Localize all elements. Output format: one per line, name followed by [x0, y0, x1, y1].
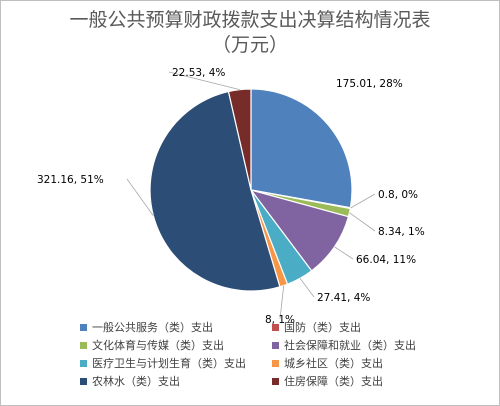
data-label-0: 175.01, 28% [336, 78, 403, 90]
legend-label-3: 社会保障和就业（类）支出 [284, 339, 416, 352]
chart-legend: 一般公共服务（类）支出 国防（类）支出文化体育与传媒（类）支出 社会保障和就业（类）… [80, 319, 480, 389]
legend-swatch-6 [80, 377, 87, 385]
leader-line-2 [349, 212, 376, 232]
legend-item-3: 社会保障和就业（类）支出 [272, 337, 472, 353]
legend-label-5: 城乡社区（类）支出 [284, 357, 383, 370]
legend-label-0: 一般公共服务（类）支出 [92, 321, 213, 334]
legend-item-4: 医疗卫生与计划生育（类）支出 [80, 355, 272, 371]
legend-label-6: 农林水（类）支出 [92, 375, 180, 388]
legend-swatch-2 [80, 341, 87, 349]
legend-item-5: 城乡社区（类）支出 [272, 355, 472, 371]
leader-line-1 [350, 193, 376, 209]
data-label-4: 27.41, 4% [317, 292, 370, 304]
legend-label-1: 国防（类）支出 [284, 321, 361, 334]
legend-label-4: 医疗卫生与计划生育（类）支出 [92, 357, 246, 370]
legend-label-2: 文化体育与传媒（类）支出 [92, 339, 224, 352]
data-label-7: 22.53, 4% [172, 67, 225, 79]
leader-line-6 [126, 178, 154, 216]
pie-slice-0 [250, 88, 353, 209]
data-label-1: 0.8, 0% [378, 189, 418, 201]
data-label-2: 8.34, 1% [378, 226, 425, 238]
legend-swatch-5 [272, 359, 279, 367]
legend-swatch-3 [272, 341, 279, 349]
legend-swatch-1 [272, 323, 279, 331]
legend-swatch-4 [80, 359, 87, 367]
pie-slice-6 [149, 90, 281, 292]
legend-item-0: 一般公共服务（类）支出 [80, 319, 272, 335]
chart-subtitle: （万元） [211, 34, 288, 56]
leader-line-4 [299, 278, 315, 298]
leader-line-7 [168, 71, 240, 91]
data-label-5: 8, 1% [265, 314, 295, 326]
legend-item-7: 住房保障（类）支出 [272, 373, 472, 389]
leader-line-5 [279, 285, 285, 320]
data-label-6: 321.16, 51% [37, 174, 104, 186]
legend-swatch-7 [272, 377, 279, 385]
pie-slice-7 [227, 88, 252, 191]
data-label-3: 66.04, 11% [356, 254, 416, 266]
leader-line-3 [334, 246, 354, 260]
chart-title: 一般公共预算财政拨款支出决算结构情况表 [69, 9, 431, 31]
legend-label-7: 住房保障（类）支出 [284, 375, 383, 388]
legend-item-2: 文化体育与传媒（类）支出 [80, 337, 272, 353]
legend-item-6: 农林水（类）支出 [80, 373, 272, 389]
legend-swatch-0 [80, 323, 87, 331]
legend-item-1: 国防（类）支出 [272, 319, 472, 335]
